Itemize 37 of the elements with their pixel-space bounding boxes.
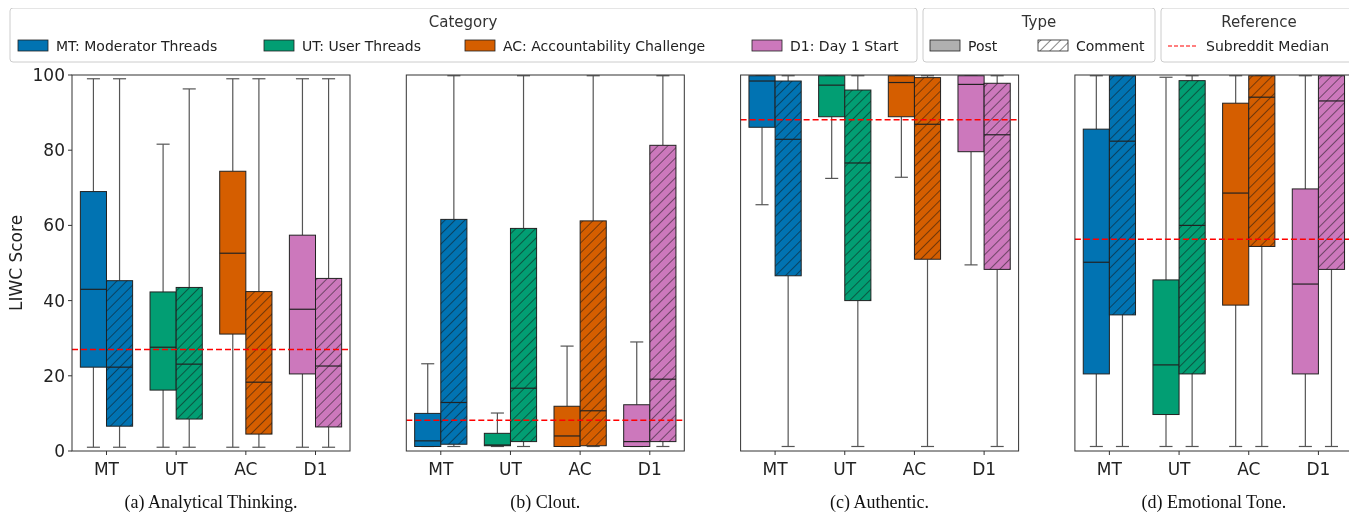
- text: (b) Clout.: [510, 492, 581, 513]
- x-tick-label: UT: [833, 459, 857, 479]
- text: Reference: [1221, 13, 1297, 31]
- x-tick-label: MT: [428, 459, 454, 479]
- x-tick-label: MT: [93, 459, 120, 479]
- text: (d) Emotional Tone.: [1141, 492, 1287, 513]
- text: Category: [428, 13, 498, 31]
- text: Type: [1020, 13, 1057, 31]
- y-tick-label: 40: [43, 290, 65, 311]
- y-tick-label: 60: [43, 215, 65, 236]
- category-label: D1: Day 1 Start: [790, 37, 900, 54]
- x-tick-label: MT: [1096, 459, 1123, 479]
- x-tick-label: AC: [568, 459, 592, 479]
- x-tick-label: D1: [637, 459, 662, 479]
- text: Comment: [1076, 37, 1146, 54]
- category-label: UT: User Threads: [302, 37, 422, 54]
- x-tick-label: MT: [762, 459, 789, 479]
- text: (c) Authentic.: [830, 492, 930, 513]
- y-tick-label: 100: [32, 65, 65, 85]
- y-tick-label: 80: [43, 140, 65, 161]
- x-tick-label: AC: [1237, 459, 1261, 479]
- text: (a) Analytical Thinking.: [124, 492, 298, 513]
- x-tick-label: AC: [902, 459, 927, 479]
- x-tick-label: UT: [499, 459, 523, 479]
- category-label: MT: Moderator Threads: [56, 37, 218, 54]
- x-tick-label: D1: [303, 459, 328, 479]
- x-tick-label: D1: [1306, 459, 1331, 479]
- y-tick-label: 0: [54, 441, 65, 461]
- y-axis-title: LIWC Score: [6, 214, 26, 312]
- y-tick-label: 20: [43, 365, 65, 386]
- x-tick-label: AC: [234, 459, 258, 479]
- x-tick-label: UT: [164, 459, 189, 479]
- text: Subreddit Median: [1206, 37, 1330, 54]
- x-tick-label: UT: [1167, 459, 1192, 479]
- category-label: AC: Accountability Challenge: [503, 37, 706, 54]
- text: Post: [968, 37, 998, 54]
- x-tick-label: D1: [972, 459, 997, 479]
